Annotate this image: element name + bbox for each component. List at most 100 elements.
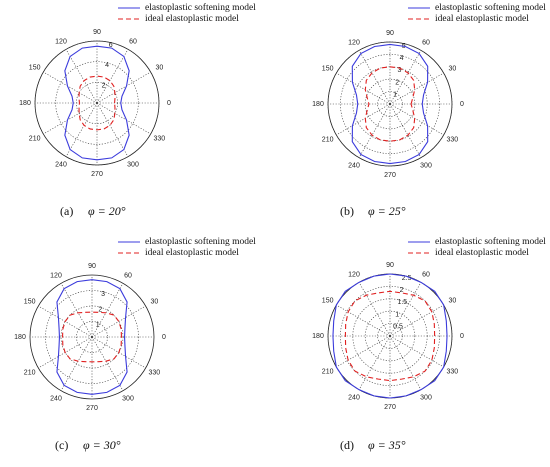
theta-tick-label: 300 (127, 161, 139, 168)
spoke (96, 71, 151, 104)
theta-tick-label: 210 (322, 136, 334, 143)
legend-label: ideal elastoplastic model (145, 14, 239, 24)
theta-tick-label: 240 (348, 162, 360, 169)
spoke (336, 72, 391, 105)
r-tick-label: 6 (109, 42, 113, 49)
theta-tick-label: 150 (322, 65, 334, 72)
theta-tick-label: 240 (50, 395, 62, 402)
series-line (78, 75, 116, 131)
r-tick-label: 3 (101, 291, 105, 298)
series-line (332, 273, 448, 399)
legend-label: elastoplastic softening model (435, 236, 546, 247)
spoke (60, 283, 93, 338)
theta-tick-label: 120 (55, 38, 67, 45)
series-line (364, 66, 416, 142)
theta-tick-label: 210 (322, 368, 334, 375)
spoke (389, 72, 444, 105)
theta-tick-label: 30 (448, 297, 456, 304)
spoke (389, 335, 422, 390)
spoke (91, 336, 124, 391)
theta-tick-label: 330 (154, 135, 166, 142)
grid-circle (76, 321, 108, 353)
theta-tick-label: 180 (19, 100, 31, 107)
theta-tick-label: 60 (124, 272, 132, 279)
spoke (389, 50, 422, 105)
series-line (64, 45, 130, 161)
theta-tick-label: 0 (460, 101, 464, 108)
spoke (65, 102, 98, 157)
r-tick-label: 2 (102, 82, 106, 89)
theta-tick-label: 270 (86, 405, 98, 412)
spoke (336, 304, 391, 337)
grid-circle (364, 310, 416, 362)
theta-tick-label: 180 (312, 101, 324, 108)
r-tick-label: 2 (400, 287, 404, 294)
r-tick-label: 0.5 (393, 324, 403, 331)
theta-tick-label: 120 (50, 272, 62, 279)
theta-tick-label: 180 (14, 334, 26, 341)
panel-label: (d) (340, 438, 354, 452)
theta-tick-label: 300 (420, 162, 432, 169)
theta-tick-label: 330 (447, 136, 459, 143)
panel-label: (a) (60, 204, 73, 218)
theta-tick-label: 150 (322, 297, 334, 304)
legend-label: ideal elastoplastic model (435, 248, 529, 258)
spoke (65, 49, 98, 104)
theta-tick-label: 120 (348, 39, 360, 46)
series-line (61, 311, 123, 363)
theta-tick-label: 270 (384, 404, 396, 411)
r-tick-label: 3 (397, 67, 401, 74)
legend-label: ideal elastoplastic model (145, 248, 239, 258)
theta-tick-label: 210 (24, 369, 36, 376)
panel-label: (c) (55, 438, 68, 452)
theta-tick-label: 30 (448, 65, 456, 72)
panel-caption: φ = 25° (368, 204, 406, 218)
theta-tick-label: 150 (29, 64, 41, 71)
theta-tick-label: 90 (386, 262, 394, 269)
theta-tick-label: 30 (150, 298, 158, 305)
r-tick-label: 1 (96, 322, 100, 329)
theta-tick-label: 210 (29, 135, 41, 142)
panel-label: (b) (340, 204, 354, 218)
theta-tick-label: 0 (162, 334, 166, 341)
spoke (96, 49, 129, 104)
panel-caption: φ = 30° (83, 438, 121, 452)
spoke (389, 103, 444, 136)
theta-tick-label: 180 (312, 333, 324, 340)
spoke (43, 102, 98, 135)
theta-tick-label: 60 (129, 38, 137, 45)
theta-tick-label: 270 (384, 172, 396, 179)
theta-tick-label: 120 (348, 271, 360, 278)
spoke (336, 335, 391, 368)
spoke (358, 335, 391, 390)
r-tick-label: 1 (395, 311, 399, 318)
r-tick-label: 1.5 (397, 299, 407, 306)
series-line (351, 43, 429, 165)
theta-tick-label: 30 (155, 64, 163, 71)
spoke (389, 335, 444, 368)
theta-tick-label: 330 (447, 368, 459, 375)
panel-caption: φ = 35° (368, 438, 406, 452)
spoke (358, 282, 391, 337)
series-line (56, 279, 128, 395)
legend-label: elastoplastic softening model (145, 2, 256, 13)
spoke (336, 103, 391, 136)
grid-circle (340, 54, 440, 154)
grid-circle (340, 286, 440, 386)
theta-tick-label: 240 (55, 161, 67, 168)
theta-tick-label: 0 (167, 100, 171, 107)
r-tick-label: 2 (98, 306, 102, 313)
spoke (389, 103, 422, 158)
spoke (358, 50, 391, 105)
grid-circle (45, 290, 139, 384)
theta-tick-label: 60 (422, 271, 430, 278)
spoke (43, 71, 98, 104)
theta-tick-label: 90 (93, 29, 101, 36)
r-tick-label: 2 (395, 79, 399, 86)
legend-label: elastoplastic softening model (435, 2, 546, 13)
legend-label: ideal elastoplastic model (435, 14, 529, 24)
r-tick-label: 1 (393, 92, 397, 99)
theta-tick-label: 300 (122, 395, 134, 402)
r-tick-label: 2.5 (402, 275, 412, 282)
spoke (60, 336, 93, 391)
